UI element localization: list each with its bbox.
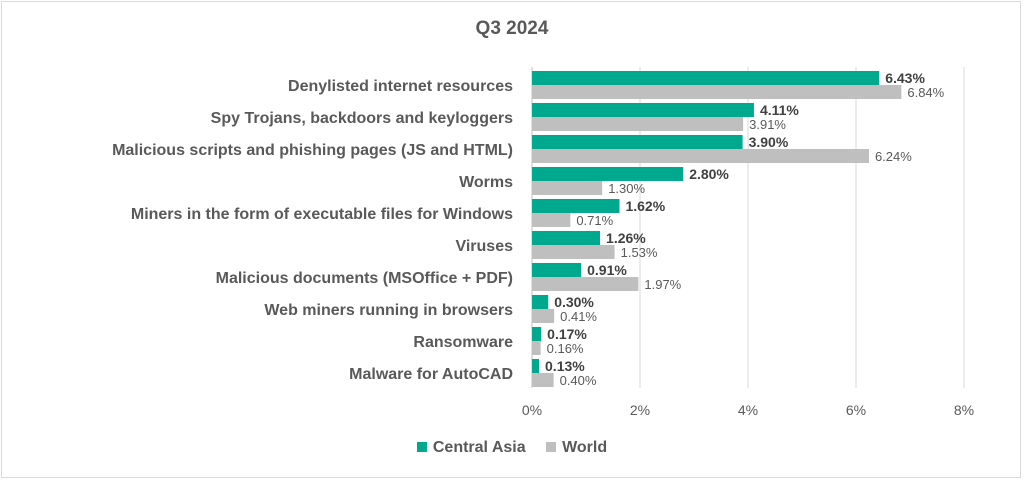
data-label-world: 1.97%	[644, 277, 681, 292]
bar-world	[532, 149, 869, 163]
legend-label-world: World	[562, 439, 608, 456]
chart-title: Q3 2024	[475, 18, 549, 39]
bar-world	[532, 85, 902, 99]
category-label: Denylisted internet resources	[288, 78, 513, 95]
bar-world	[532, 341, 541, 355]
category-label: Web miners running in browsers	[264, 302, 513, 319]
bar-world	[532, 373, 554, 387]
bar-central-asia	[532, 71, 880, 85]
data-label-central-asia: 4.11%	[760, 102, 799, 118]
bar-central-asia	[532, 167, 684, 181]
data-label-central-asia: 1.26%	[606, 230, 646, 246]
legend: Central Asia World	[0, 439, 1024, 457]
category-label: Malware for AutoCAD	[349, 366, 513, 383]
category-label: Viruses	[455, 238, 513, 255]
bar-world	[532, 181, 603, 195]
data-label-world: 0.16%	[547, 341, 584, 356]
category-label: Malicious scripts and phishing pages (JS…	[112, 142, 513, 159]
data-label-world: 6.24%	[875, 149, 912, 164]
category-label: Miners in the form of executable files f…	[131, 206, 513, 223]
x-tick-label: 8%	[954, 402, 974, 418]
data-label-central-asia: 6.43%	[885, 70, 925, 86]
bar-central-asia	[532, 135, 743, 149]
legend-swatch-world	[546, 442, 557, 452]
bar-central-asia	[532, 231, 601, 245]
x-tick-label: 0%	[522, 402, 542, 418]
bar-world	[532, 277, 639, 291]
bar-central-asia	[532, 199, 620, 213]
legend-item-world: World	[546, 439, 607, 457]
data-label-world: 1.30%	[608, 181, 645, 196]
data-label-world: 0.41%	[560, 309, 597, 324]
x-tick-label: 4%	[738, 402, 758, 418]
data-label-central-asia: 0.13%	[545, 358, 585, 374]
category-label: Worms	[459, 174, 513, 191]
bar-central-asia	[532, 295, 549, 309]
data-label-central-asia: 0.30%	[554, 294, 594, 310]
data-label-central-asia: 0.91%	[587, 262, 627, 278]
category-label: Ransomware	[413, 334, 513, 351]
data-label-world: 3.91%	[749, 117, 786, 132]
category-label: Spy Trojans, backdoors and keyloggers	[211, 110, 513, 127]
bar-central-asia	[532, 359, 540, 373]
data-label-central-asia: 1.62%	[625, 198, 665, 214]
bar-central-asia	[532, 327, 542, 341]
data-label-world: 6.84%	[907, 85, 944, 100]
legend-item-central-asia: Central Asia	[416, 439, 526, 457]
data-label-central-asia: 0.17%	[547, 326, 587, 342]
data-label-central-asia: 2.80%	[689, 166, 729, 182]
data-label-world: 0.40%	[560, 373, 597, 388]
bar-central-asia	[532, 263, 582, 277]
data-label-central-asia: 3.90%	[749, 134, 789, 150]
x-tick-label: 6%	[846, 402, 866, 418]
bar-central-asia	[532, 103, 754, 117]
bar-world	[532, 117, 744, 131]
data-label-world: 1.53%	[621, 245, 658, 260]
category-label: Malicious documents (MSOffice + PDF)	[216, 270, 513, 287]
data-label-world: 0.71%	[576, 213, 613, 228]
bar-world	[532, 213, 571, 227]
legend-swatch-central-asia	[416, 442, 427, 452]
legend-label-central-asia: Central Asia	[432, 439, 526, 456]
x-tick-label: 2%	[630, 402, 650, 418]
bar-world	[532, 245, 615, 259]
bar-world	[532, 309, 555, 323]
